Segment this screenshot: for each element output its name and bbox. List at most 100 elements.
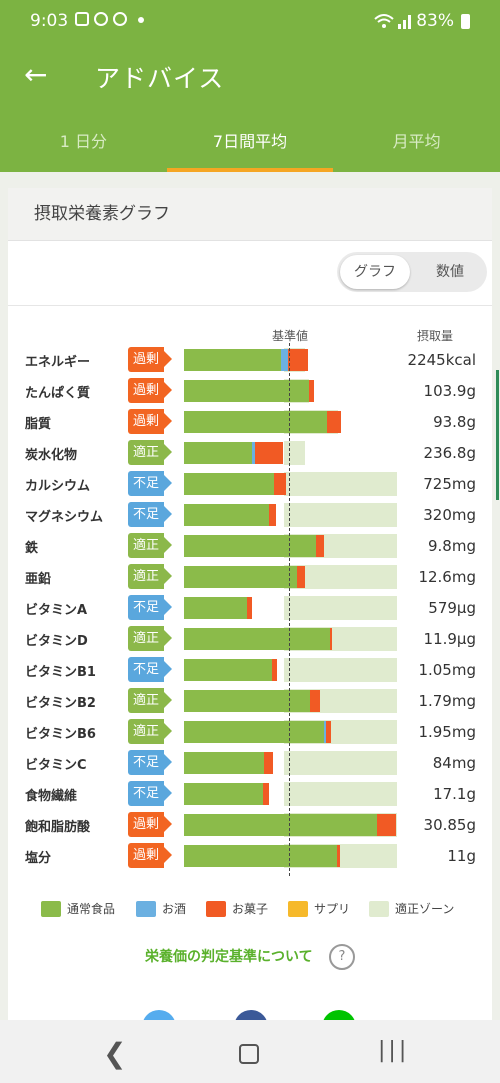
tab-seven-day-average[interactable]: 7日間平均: [166, 120, 334, 172]
nutrient-row: 食物繊維 不足 17.1g: [8, 779, 492, 810]
nutrient-row: ビタミンB1 不足 1.05mg: [8, 655, 492, 686]
nutrient-row: 炭水化物 適正 236.8g: [8, 438, 492, 469]
food-segment: [184, 535, 316, 557]
alarm-icon: [113, 12, 127, 26]
snack-segment: [326, 721, 331, 743]
criteria-link[interactable]: 栄養価の判定基準について: [145, 949, 313, 965]
status-right: 83%: [374, 11, 470, 31]
status-icons: [75, 12, 144, 26]
snack-segment: [269, 504, 276, 526]
tab-one-day[interactable]: 1 日分: [59, 132, 107, 151]
intake-bar: [184, 566, 305, 588]
snack-segment: [247, 597, 252, 619]
alcohol-segment: [281, 349, 288, 371]
snack-segment: [327, 411, 341, 433]
proper-zone: [284, 782, 397, 806]
nutrient-name: マグネシウム: [25, 510, 104, 525]
battery-percent: 83%: [416, 11, 454, 31]
intake-value: 12.6mg: [418, 568, 476, 586]
nutrient-name: ビタミンC: [25, 758, 87, 773]
image-icon: [75, 12, 89, 26]
nav-recents-icon[interactable]: |||: [378, 1038, 410, 1063]
legend-label: サプリ: [314, 902, 351, 916]
nutrient-name: 鉄: [25, 541, 39, 556]
food-segment: [184, 380, 309, 402]
status-badge: 過剰: [128, 378, 172, 403]
intake-value: 93.8g: [433, 413, 476, 431]
proper-zone: [284, 658, 397, 682]
food-segment: [184, 597, 247, 619]
food-segment: [184, 814, 377, 836]
nutrient-row: マグネシウム 不足 320mg: [8, 500, 492, 531]
food-segment: [184, 442, 252, 464]
back-arrow-icon[interactable]: ←: [24, 58, 48, 91]
wifi-icon: [374, 14, 394, 28]
legend-label: 通常食品: [67, 902, 116, 916]
legend-item-alcohol: お酒: [136, 900, 186, 917]
nutrient-row: カルシウム 不足 725mg: [8, 469, 492, 500]
tab-monthly-average[interactable]: 月平均: [392, 132, 441, 151]
legend-item-proper-zone: 適正ゾーン: [369, 900, 454, 917]
legend-swatch: [288, 900, 308, 917]
intake-value: 9.8mg: [428, 537, 476, 555]
nutrient-row: エネルギー 過剰 2245kcal: [8, 345, 492, 376]
intake-value: 1.95mg: [418, 723, 476, 741]
signal-icon: [398, 15, 412, 29]
status-badge: 適正: [128, 626, 172, 651]
values-view-button[interactable]: 数値: [436, 264, 464, 280]
food-segment: [184, 690, 310, 712]
nutrient-row: ビタミンA 不足 579μg: [8, 593, 492, 624]
legend-label: お酒: [162, 902, 187, 916]
intake-bar: [184, 690, 320, 712]
proper-zone: [284, 472, 397, 496]
nav-home-icon[interactable]: [239, 1044, 259, 1064]
help-icon[interactable]: ?: [329, 944, 355, 970]
food-segment: [184, 752, 264, 774]
legend-swatch: [41, 900, 61, 917]
intake-value: 725mg: [423, 475, 476, 493]
food-segment: [184, 845, 337, 867]
nutrient-name: 脂質: [25, 417, 52, 432]
nutrient-name: ビタミンA: [25, 603, 88, 618]
status-badge: 過剰: [128, 812, 172, 837]
intake-value: 11g: [447, 847, 476, 865]
intake-bar: [184, 783, 269, 805]
intake-bar: [184, 504, 276, 526]
intake-value: 17.1g: [433, 785, 476, 803]
nutrient-name: ビタミンB1: [25, 665, 96, 680]
nutrient-row: ビタミンB2 適正 1.79mg: [8, 686, 492, 717]
status-badge: 適正: [128, 688, 172, 713]
scrollbar[interactable]: [496, 370, 499, 500]
standard-reference-line: [289, 343, 290, 876]
legend-label: お菓子: [232, 902, 269, 916]
intake-value: 320mg: [423, 506, 476, 524]
nutrient-row: 塩分 過剰 11g: [8, 841, 492, 872]
food-segment: [184, 473, 274, 495]
nutrient-row: 亜鉛 適正 12.6mg: [8, 562, 492, 593]
status-badge: 不足: [128, 750, 172, 775]
snack-segment: [255, 442, 283, 464]
snack-segment: [377, 814, 396, 836]
nutrient-row: 鉄 適正 9.8mg: [8, 531, 492, 562]
status-time: 9:03: [30, 11, 69, 31]
nutrient-row: ビタミンD 適正 11.9μg: [8, 624, 492, 655]
graph-view-button[interactable]: グラフ: [340, 255, 410, 289]
status-bar: 9:03 83%: [0, 0, 500, 40]
legend-swatch: [206, 900, 226, 917]
proper-zone: [284, 751, 397, 775]
intake-value: 11.9μg: [423, 630, 476, 648]
legend-swatch: [369, 900, 389, 917]
intake-bar: [184, 535, 324, 557]
nutrient-row: 飽和脂肪酸 過剰 30.85g: [8, 810, 492, 841]
status-badge: 適正: [128, 719, 172, 744]
nutrient-name: 炭水化物: [25, 448, 78, 463]
intake-bar: [184, 597, 252, 619]
nutrient-row: たんぱく質 過剰 103.9g: [8, 376, 492, 407]
view-toggle: グラフ 数値: [337, 252, 487, 292]
legend: 通常食品 お酒 お菓子 サプリ 適正ゾーン: [8, 900, 492, 920]
nutrient-name: 亜鉛: [25, 572, 52, 587]
intake-value: 30.85g: [423, 816, 476, 834]
nutrient-name: エネルギー: [25, 355, 91, 370]
food-segment: [184, 721, 324, 743]
nav-back-icon[interactable]: ❮: [103, 1037, 127, 1070]
